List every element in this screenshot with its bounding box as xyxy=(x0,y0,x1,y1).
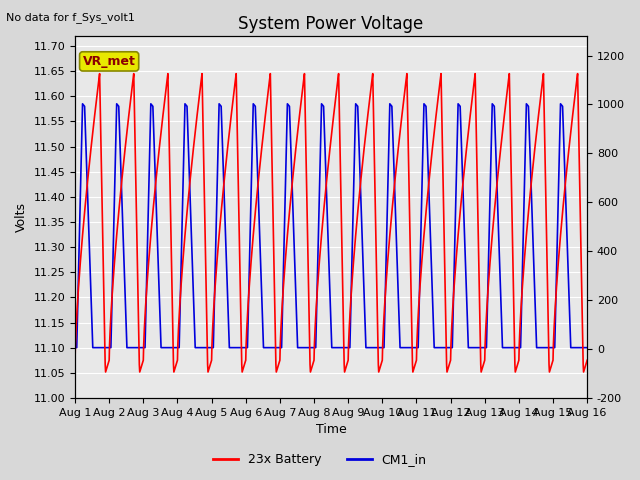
Legend: 23x Battery, CM1_in: 23x Battery, CM1_in xyxy=(208,448,432,471)
Y-axis label: Volts: Volts xyxy=(15,202,28,232)
Text: No data for f_Sys_volt1: No data for f_Sys_volt1 xyxy=(6,12,135,23)
Title: System Power Voltage: System Power Voltage xyxy=(239,15,424,33)
X-axis label: Time: Time xyxy=(316,423,346,436)
Text: VR_met: VR_met xyxy=(83,55,136,68)
